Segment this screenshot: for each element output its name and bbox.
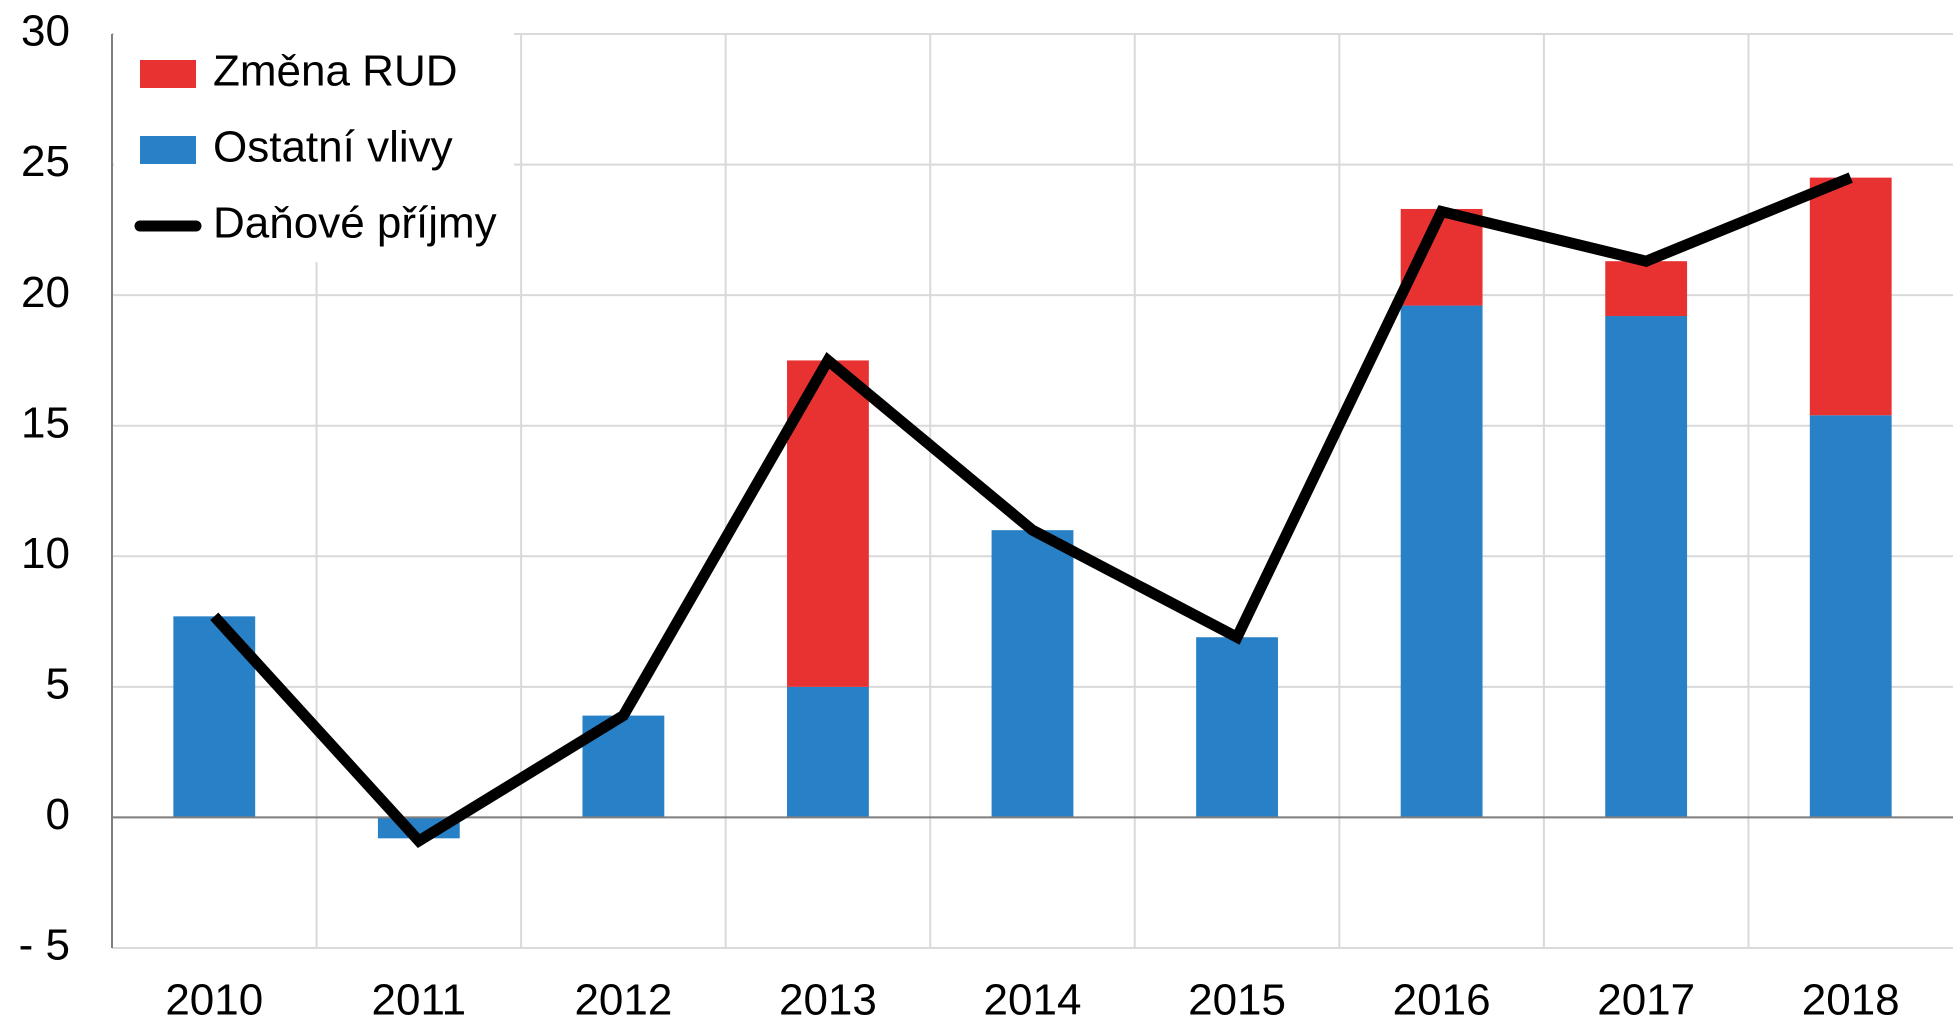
bar bbox=[1605, 261, 1688, 317]
bar bbox=[991, 530, 1074, 818]
y-tick-label: 0 bbox=[46, 790, 70, 839]
x-tick-label: 2016 bbox=[1393, 976, 1491, 1025]
bar bbox=[1400, 305, 1483, 818]
x-tick-label: 2014 bbox=[984, 976, 1082, 1025]
legend-label: Daňové příjmy bbox=[213, 199, 497, 248]
legend-swatch bbox=[140, 60, 196, 88]
line bbox=[210, 172, 1853, 848]
x-tick-label: 2011 bbox=[372, 976, 467, 1025]
y-tick-label: - 5 bbox=[19, 921, 70, 970]
y-tick-label: 25 bbox=[21, 137, 70, 186]
bar bbox=[1605, 316, 1688, 818]
y-tick-label: 15 bbox=[21, 398, 70, 447]
legend-swatch bbox=[140, 136, 196, 164]
x-tick-label: 2010 bbox=[165, 976, 263, 1025]
x-tick-label: 2015 bbox=[1188, 976, 1286, 1025]
legend-label: Ostatní vlivy bbox=[213, 123, 453, 172]
y-tick-label: 30 bbox=[21, 7, 70, 56]
y-tick-label: 10 bbox=[21, 529, 70, 578]
bar bbox=[1809, 415, 1892, 818]
x-tick-label: 2017 bbox=[1597, 976, 1695, 1025]
x-tick-label: 2018 bbox=[1802, 976, 1900, 1025]
x-tick-label: 2012 bbox=[574, 976, 672, 1025]
y-tick-label: 5 bbox=[46, 659, 70, 708]
y-tick-label: 20 bbox=[21, 268, 70, 317]
bar bbox=[1196, 637, 1278, 818]
bar bbox=[1809, 177, 1892, 416]
legend-label: Změna RUD bbox=[213, 47, 458, 96]
bar bbox=[787, 686, 869, 818]
x-tick-label: 2013 bbox=[779, 976, 877, 1025]
